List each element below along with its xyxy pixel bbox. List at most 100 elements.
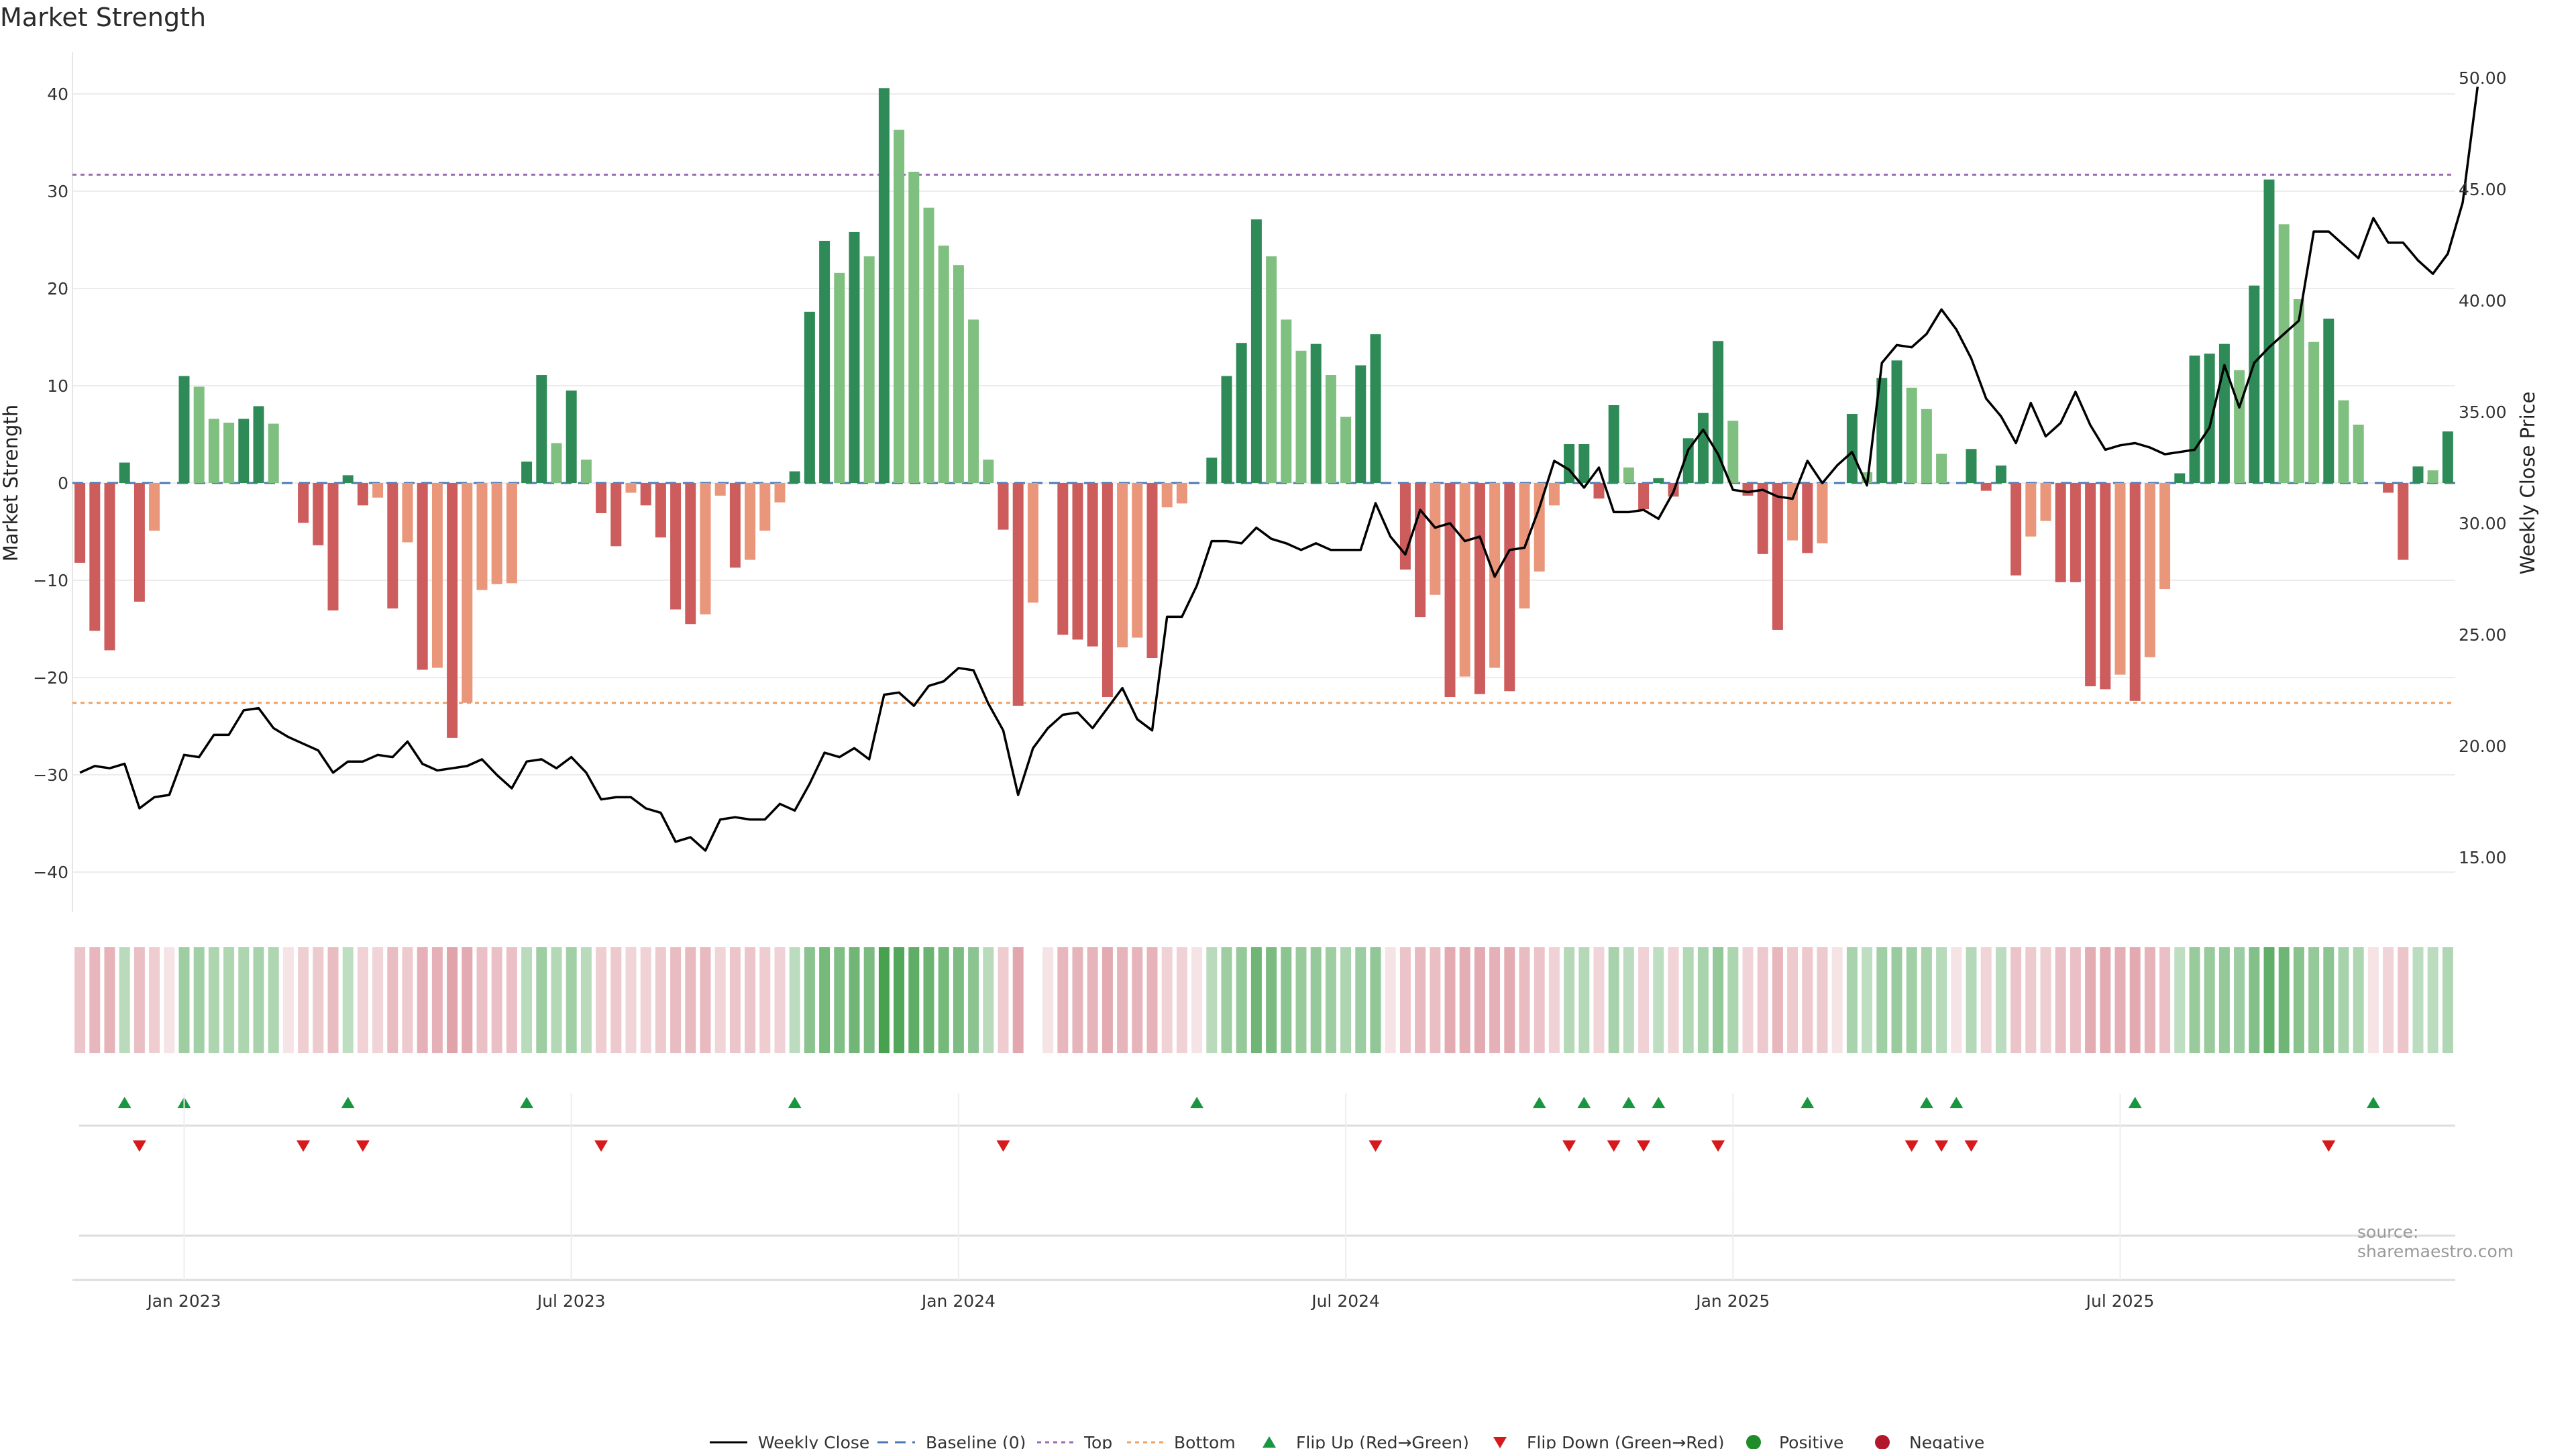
flip-down-marker [1607,1140,1621,1152]
y-right-tick-label: 45.00 [2459,180,2507,199]
strength-tile [1042,947,1054,1053]
strength-bar [2263,179,2275,483]
strength-bar [2070,483,2081,582]
x-tick-label: Jan 2024 [920,1291,996,1311]
strength-tile [1355,947,1366,1053]
strength-tile [1191,947,1203,1053]
legend-flip-up-swatch [1263,1436,1276,1448]
strength-tile [1891,947,1902,1053]
strength-bar [2144,483,2155,657]
strength-bar [1564,444,1575,483]
strength-bar [789,471,800,483]
strength-tile [953,947,964,1053]
flip-up-marker [1919,1097,1933,1108]
strength-tile [74,947,86,1053]
strength-bar [655,483,666,538]
strength-tile [1236,947,1247,1053]
strength-tile [551,947,562,1053]
strength-tile [640,947,651,1053]
flip-up-marker [1190,1097,1204,1108]
y-tick-label: 40 [47,85,68,104]
strength-bar [193,386,205,483]
strength-bar [863,256,875,483]
strength-bar [1325,375,1336,483]
strength-tile [1102,947,1113,1053]
strength-tile [1325,947,1336,1053]
strength-tile [1489,947,1501,1053]
strength-bar [1027,483,1038,603]
strength-tile [938,947,949,1053]
legend: Weekly Close Baseline (0) Top Bottom Flip Up… [710,1433,1984,1449]
strength-tile [789,947,800,1053]
strength-bar [357,483,368,506]
strength-bar [1713,341,1724,483]
strength-bar [1221,376,1232,483]
strength-tile [1206,947,1218,1053]
strength-bar [968,319,979,483]
strength-bar [536,375,547,483]
y-right-tick-label: 30.00 [2459,514,2507,533]
strength-tile [2249,947,2260,1053]
strength-tile [223,947,235,1053]
strength-bar [1012,483,1024,706]
strength-tile [2055,947,2066,1053]
strength-tile [298,947,309,1053]
y-tick-label: −10 [33,571,68,590]
legend-label: Flip Down (Green→Red) [1527,1433,1725,1449]
flip-down-marker [594,1140,608,1152]
strength-tile [253,947,264,1053]
strength-bar [2234,370,2245,483]
legend-marker-swatch [1875,1435,1890,1449]
strength-bar [2010,483,2022,576]
flip-up-marker [1621,1097,1635,1108]
strength-bar [1117,483,1128,648]
strength-tile [1742,947,1754,1053]
strength-tile [1608,947,1619,1053]
strength-bar [1891,360,1902,483]
strength-tile [1682,947,1694,1053]
strength-tile [610,947,622,1053]
strength-tile [1906,947,1917,1053]
strength-tile [104,947,115,1053]
strength-bar [1161,483,1173,508]
strength-bar [1266,256,1277,483]
strength-tile [1578,947,1590,1053]
strength-bar [1742,483,1754,496]
flip-up-marker [1801,1097,1815,1108]
x-tick-label: Jul 2023 [536,1291,606,1311]
strength-tile [1936,947,1947,1053]
strength-bar [1176,483,1187,504]
strength-bar [2427,470,2438,483]
strength-bar [1623,467,1634,483]
strength-bar [1593,483,1605,499]
strength-tile [1772,947,1783,1053]
strength-tile [387,947,398,1053]
strength-bar [1430,483,1441,595]
strength-bar [1727,421,1739,483]
strength-bar [1281,319,1292,483]
strength-tile [313,947,324,1053]
y-right-axis-title: Weekly Close Price [2516,392,2539,575]
strength-tile [1430,947,1441,1053]
strength-tile [2367,947,2379,1053]
strength-tile [506,947,517,1053]
strength-tile [431,947,443,1053]
strength-tile [521,947,533,1053]
strength-tile [193,947,205,1053]
strength-bar [2308,341,2320,483]
strength-bar [2323,318,2334,483]
strength-bar [714,483,726,496]
strength-bar [2293,299,2304,483]
strength-tile [178,947,190,1053]
strength-tile [2442,947,2453,1053]
strength-bar [476,483,488,590]
y-tick-label: 10 [47,376,68,396]
strength-tile [2144,947,2155,1053]
legend-flip-down-swatch [1493,1437,1507,1448]
strength-bar [2055,483,2066,582]
flip-up-marker [2128,1097,2142,1108]
strength-tile [1266,947,1277,1053]
flip-down-marker [1935,1140,1949,1152]
legend-label: Weekly Close [758,1433,869,1449]
